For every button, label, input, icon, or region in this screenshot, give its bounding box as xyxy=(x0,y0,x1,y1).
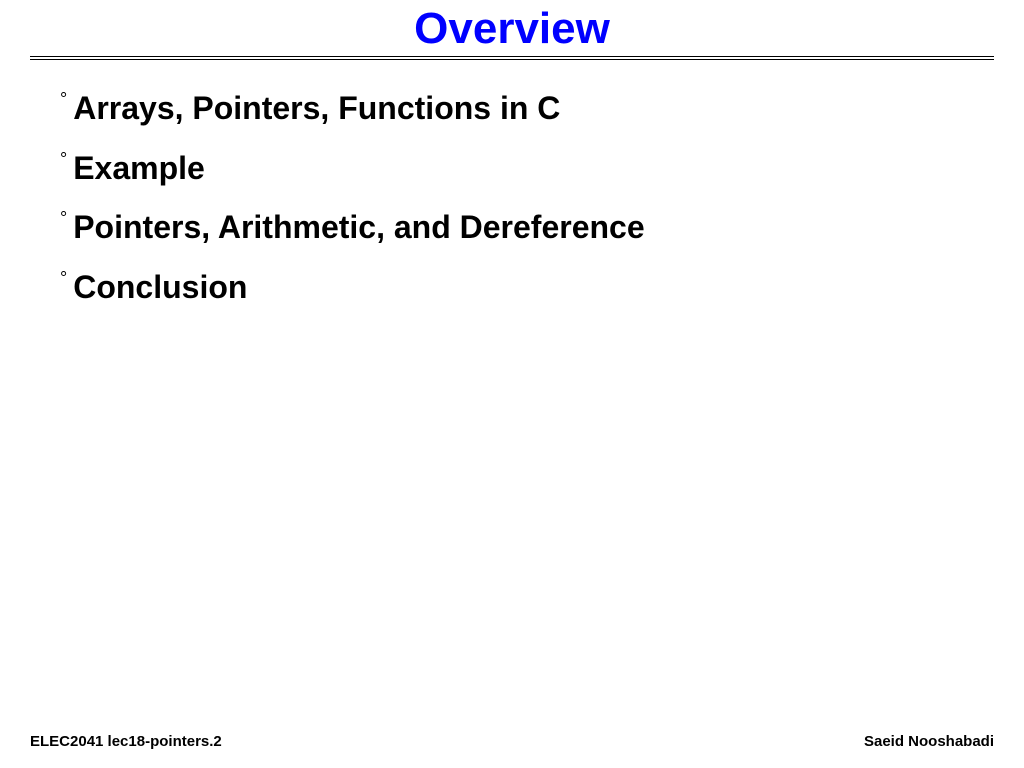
bullet-text: Example xyxy=(73,148,205,190)
bullet-text: Pointers, Arithmetic, and Dereference xyxy=(73,207,644,249)
footer-left: ELEC2041 lec18-pointers.2 xyxy=(30,733,222,750)
bullet-marker: ° xyxy=(60,209,67,227)
footer-right: Saeid Nooshabadi xyxy=(864,733,994,750)
list-item: ° Arrays, Pointers, Functions in C xyxy=(60,88,974,130)
bullet-marker: ° xyxy=(60,90,67,108)
list-item: ° Conclusion xyxy=(60,267,974,309)
bullet-text: Conclusion xyxy=(73,267,247,309)
bullet-marker: ° xyxy=(60,269,67,287)
list-item: ° Pointers, Arithmetic, and Dereference xyxy=(60,207,974,249)
bullet-marker: ° xyxy=(60,150,67,168)
list-item: ° Example xyxy=(60,148,974,190)
slide-title: Overview xyxy=(0,0,1024,56)
bullet-list: ° Arrays, Pointers, Functions in C ° Exa… xyxy=(0,60,1024,308)
slide-footer: ELEC2041 lec18-pointers.2 Saeid Nooshaba… xyxy=(0,733,1024,750)
bullet-text: Arrays, Pointers, Functions in C xyxy=(73,88,560,130)
